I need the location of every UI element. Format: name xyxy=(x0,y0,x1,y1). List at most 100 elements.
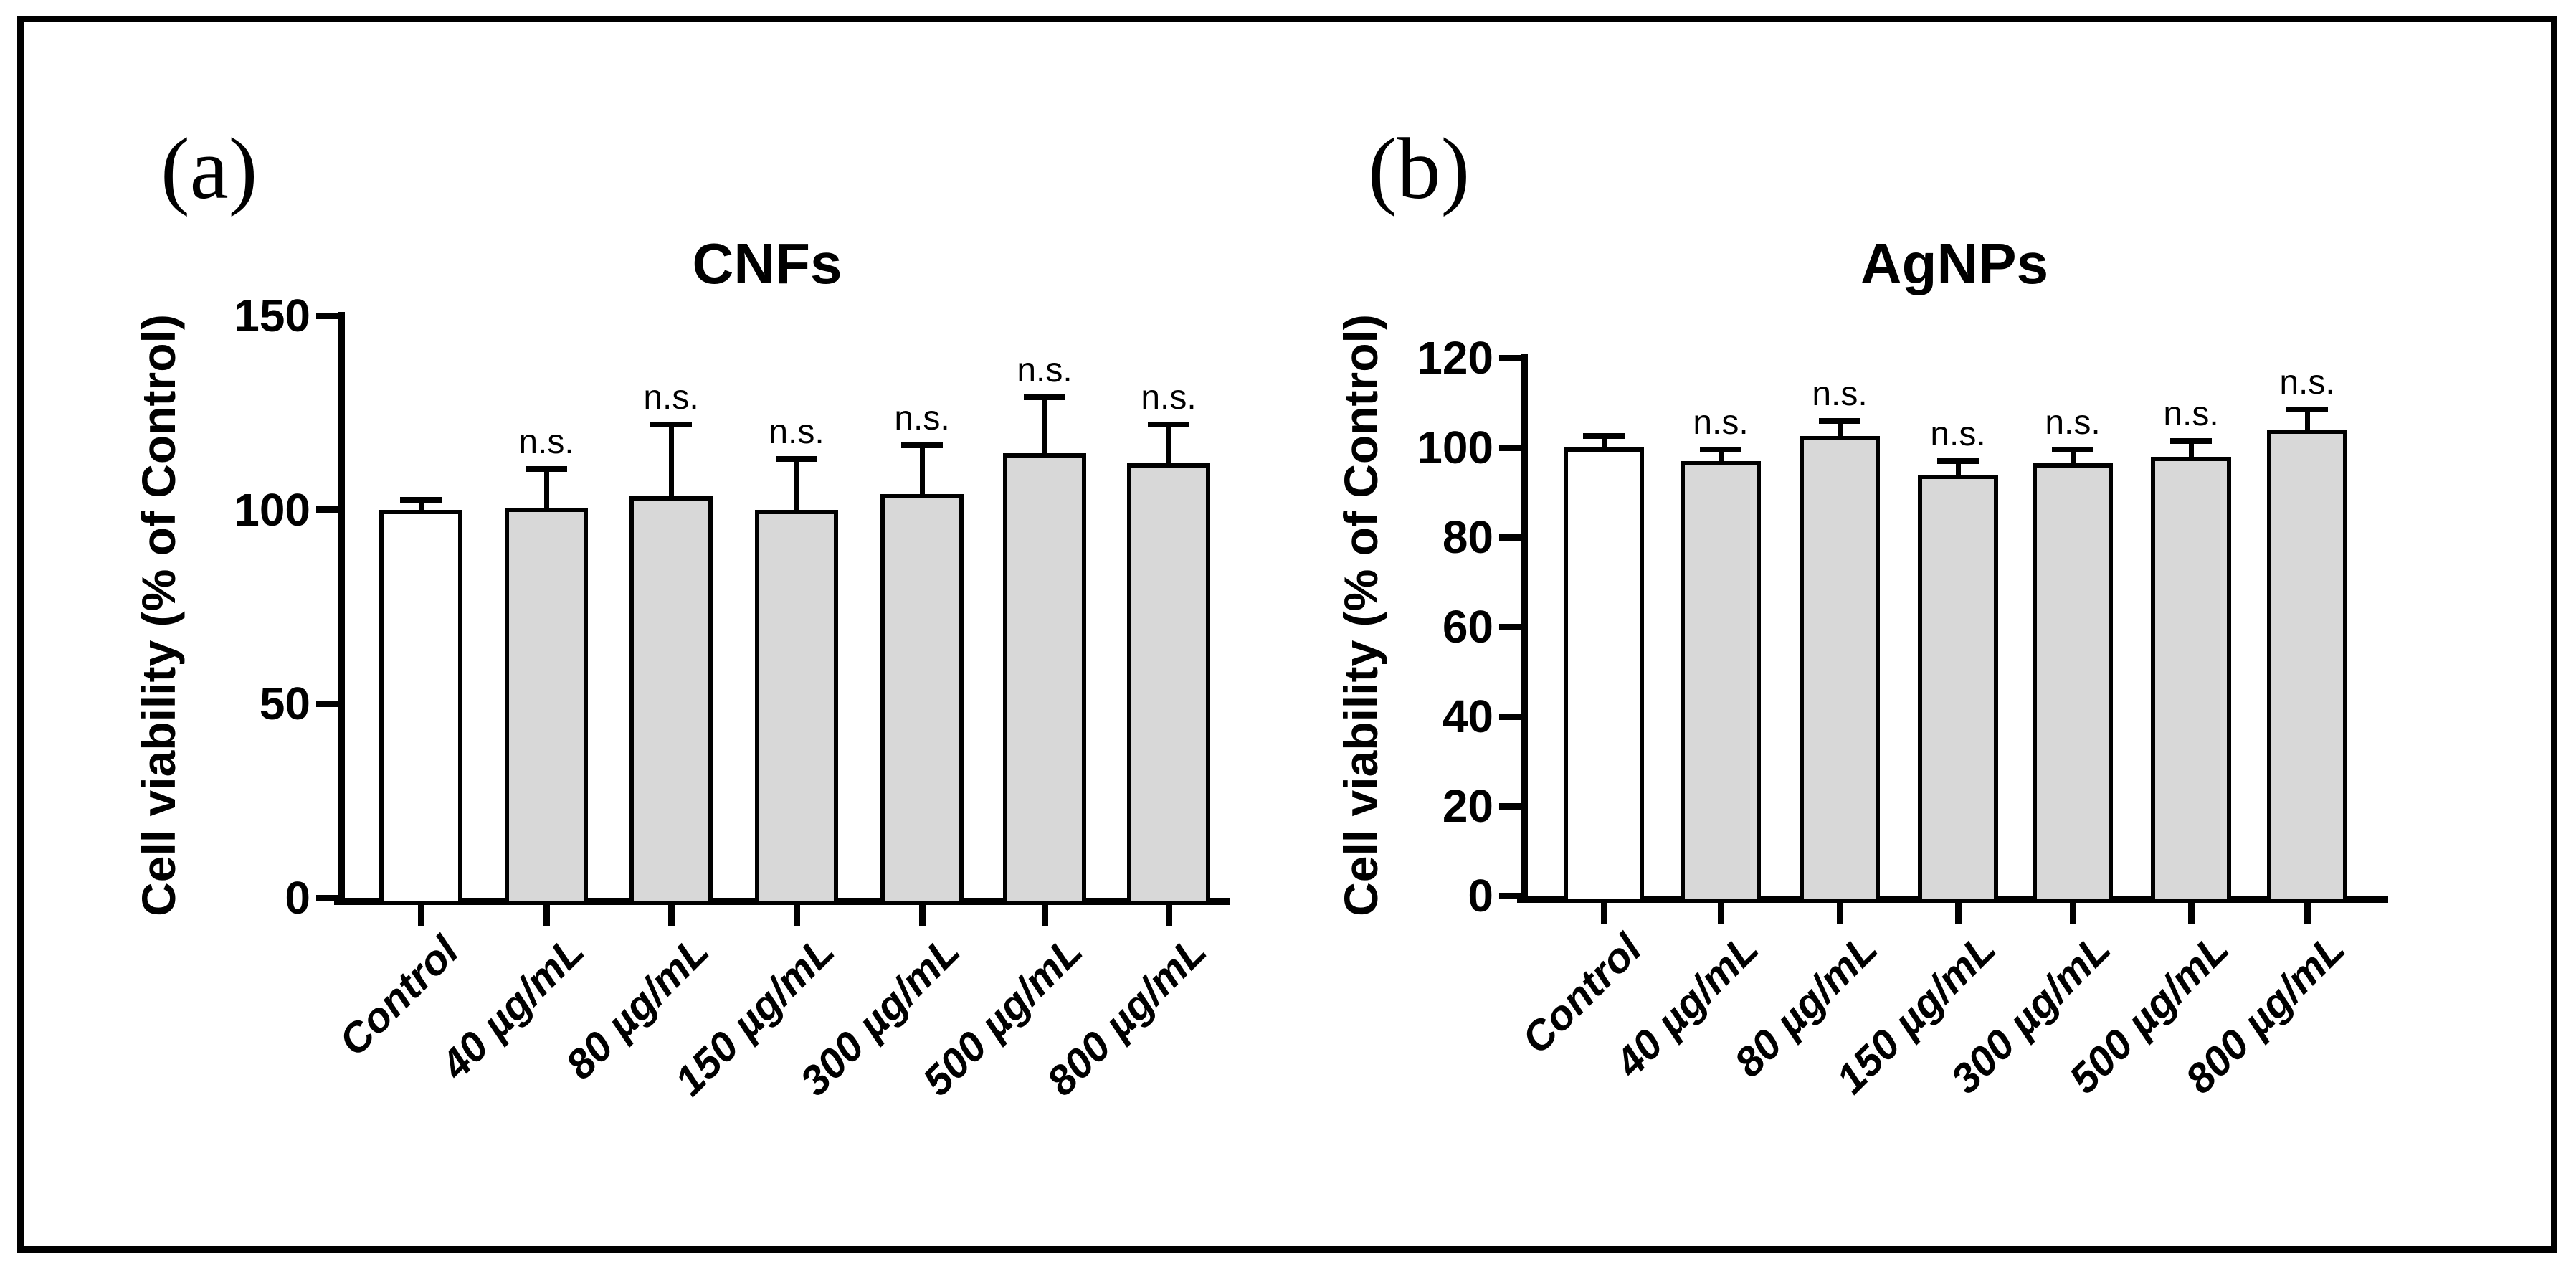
y-tick-label-60: 60 xyxy=(1442,601,1493,653)
error-cap-150-g-ml xyxy=(1937,458,1979,464)
y-tick-0 xyxy=(316,894,338,901)
ns-annotation-150-g-ml: n.s. xyxy=(1930,414,1986,453)
error-cap-500-g-ml xyxy=(2170,437,2212,444)
x-tick-80-g-ml xyxy=(1836,903,1843,924)
y-tick-label-150: 150 xyxy=(234,290,310,341)
y-tick-50 xyxy=(316,700,338,707)
x-tick-150-g-ml xyxy=(1954,903,1962,924)
y-tick-label-0: 0 xyxy=(285,872,310,924)
x-tick-80-g-ml xyxy=(667,905,675,926)
y-tick-20 xyxy=(1499,802,1521,810)
y-tick-100 xyxy=(316,506,338,513)
y-tick-label-120: 120 xyxy=(1417,332,1493,384)
y-axis-spine xyxy=(1521,354,1528,903)
bar-40-g-ml xyxy=(505,507,588,905)
x-tick-300-g-ml xyxy=(918,905,926,926)
x-tick-40-g-ml xyxy=(543,905,550,926)
x-tick-800-g-ml xyxy=(2304,903,2311,924)
bar-300-g-ml xyxy=(880,494,964,905)
y-tick-label-0: 0 xyxy=(1468,870,1493,921)
error-cap-800-g-ml xyxy=(2286,406,2328,412)
error-bar-800-g-ml xyxy=(1166,424,1171,466)
y-tick-60 xyxy=(1499,623,1521,630)
y-tick-120 xyxy=(1499,354,1521,361)
bar-800-g-ml xyxy=(1127,463,1210,905)
bar-control xyxy=(1564,447,1644,903)
x-tick-800-g-ml xyxy=(1165,905,1172,926)
error-bar-40-g-ml xyxy=(543,468,549,511)
ns-annotation-40-g-ml: n.s. xyxy=(518,422,574,461)
error-cap-control xyxy=(400,497,442,503)
ns-annotation-40-g-ml: n.s. xyxy=(1693,404,1749,442)
x-tick-500-g-ml xyxy=(2187,903,2195,924)
error-bar-control xyxy=(418,500,424,513)
bar-500-g-ml xyxy=(2151,456,2231,903)
ns-annotation-300-g-ml: n.s. xyxy=(894,399,950,438)
error-cap-80-g-ml xyxy=(650,421,692,427)
y-tick-label-100: 100 xyxy=(1417,422,1493,473)
ns-annotation-500-g-ml: n.s. xyxy=(1017,351,1073,389)
error-cap-800-g-ml xyxy=(1148,421,1189,427)
y-tick-40 xyxy=(1499,713,1521,720)
error-bar-300-g-ml xyxy=(2070,450,2076,466)
y-tick-label-40: 40 xyxy=(1442,691,1493,742)
error-bar-150-g-ml xyxy=(1955,460,1961,478)
bar-150-g-ml xyxy=(1918,474,1998,903)
chart-title-cnfs: CNFs xyxy=(692,232,842,295)
x-tick-300-g-ml xyxy=(2069,903,2076,924)
x-tick-control xyxy=(417,905,424,926)
error-cap-80-g-ml xyxy=(1819,417,1860,424)
x-tick-40-g-ml xyxy=(1717,903,1724,924)
ns-annotation-500-g-ml: n.s. xyxy=(2163,394,2219,433)
bar-control xyxy=(379,509,462,905)
x-tick-500-g-ml xyxy=(1041,905,1048,926)
y-tick-0 xyxy=(1499,892,1521,899)
ns-annotation-800-g-ml: n.s. xyxy=(1141,378,1197,417)
ns-annotation-80-g-ml: n.s. xyxy=(1812,374,1868,413)
bar-80-g-ml xyxy=(1800,436,1880,903)
ns-annotation-800-g-ml: n.s. xyxy=(2279,363,2335,402)
ns-annotation-300-g-ml: n.s. xyxy=(2045,404,2101,442)
error-bar-40-g-ml xyxy=(1718,450,1724,464)
error-cap-300-g-ml xyxy=(2052,447,2093,453)
bar-800-g-ml xyxy=(2267,430,2347,903)
error-bar-150-g-ml xyxy=(794,459,799,513)
panel-label-b: (b) xyxy=(1368,120,1470,217)
error-cap-500-g-ml xyxy=(1024,394,1065,400)
error-bar-control xyxy=(1601,436,1607,450)
y-tick-80 xyxy=(1499,534,1521,541)
error-cap-control xyxy=(1583,433,1625,440)
bar-80-g-ml xyxy=(629,496,713,905)
ns-annotation-150-g-ml: n.s. xyxy=(769,413,824,452)
chart-title-agnps: AgNPs xyxy=(1860,232,2049,295)
error-bar-500-g-ml xyxy=(2188,440,2194,460)
error-cap-300-g-ml xyxy=(901,442,943,449)
y-tick-150 xyxy=(316,312,338,319)
bar-500-g-ml xyxy=(1003,453,1086,905)
error-bar-80-g-ml xyxy=(1837,420,1843,440)
error-cap-40-g-ml xyxy=(526,465,567,472)
x-tick-control xyxy=(1600,903,1607,924)
error-bar-800-g-ml xyxy=(2304,409,2310,432)
x-tick-150-g-ml xyxy=(793,905,800,926)
error-cap-40-g-ml xyxy=(1700,447,1741,453)
y-tick-label-20: 20 xyxy=(1442,780,1493,832)
error-cap-150-g-ml xyxy=(776,456,817,463)
figure-border xyxy=(17,16,2557,1253)
y-tick-label-80: 80 xyxy=(1442,511,1493,563)
y-tick-label-50: 50 xyxy=(259,678,310,730)
bar-40-g-ml xyxy=(1681,460,1761,903)
error-bar-300-g-ml xyxy=(919,445,925,497)
panel-label-a: (a) xyxy=(161,120,258,217)
bar-150-g-ml xyxy=(755,509,838,905)
error-bar-500-g-ml xyxy=(1042,397,1047,457)
y-tick-100 xyxy=(1499,444,1521,451)
ns-annotation-80-g-ml: n.s. xyxy=(643,378,699,417)
bar-300-g-ml xyxy=(2033,463,2113,903)
error-bar-80-g-ml xyxy=(668,424,674,499)
y-axis-spine xyxy=(338,312,345,905)
y-tick-label-100: 100 xyxy=(234,483,310,536)
